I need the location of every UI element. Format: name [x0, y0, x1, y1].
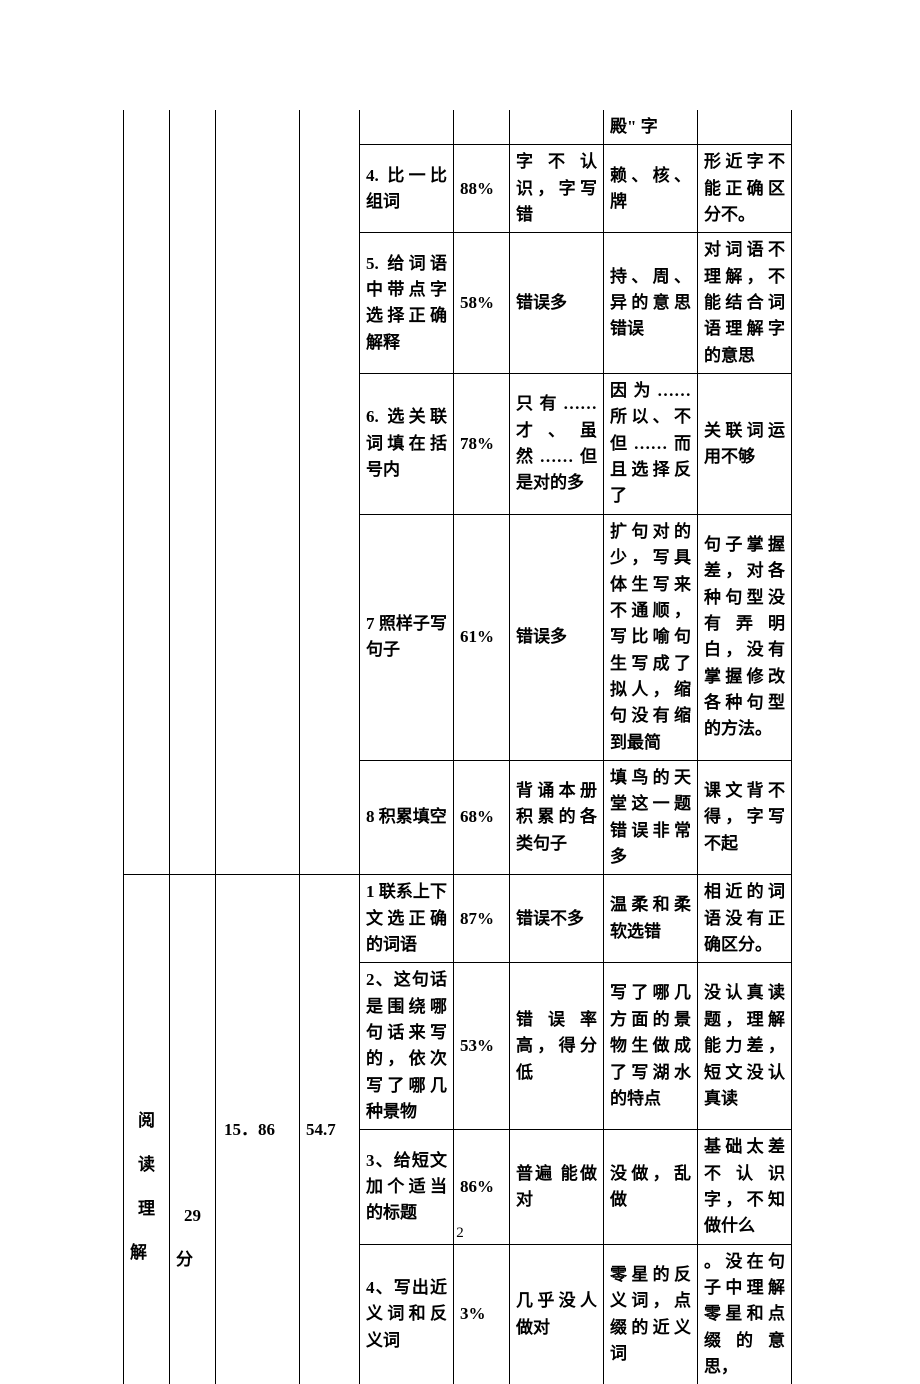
- item-cell: 1 联系上下文选正确的词语: [360, 875, 454, 963]
- table-row: 阅读理解 29分 15．86 54.7 1 联系上下文选正确的词语 87% 错误…: [124, 875, 792, 963]
- error-cell: 填鸟的天堂这一题错误非常多: [604, 760, 698, 874]
- item-cell: 5. 给词语中带点字选择正确解释: [360, 233, 454, 374]
- error-cell: 温柔和柔软选错: [604, 875, 698, 963]
- table-row: 殿" 字: [124, 110, 792, 145]
- item-pct-cell: 87%: [454, 875, 510, 963]
- desc-cell: 背诵本册积累的各类句子: [510, 760, 604, 874]
- reason-cell: 关联词运用不够: [698, 374, 792, 515]
- prev-score-cell: [216, 110, 300, 875]
- reason-cell: 课文背不得，字写不起: [698, 760, 792, 874]
- item-cell: 7 照样子写句子: [360, 514, 454, 760]
- item-pct-cell: 58%: [454, 233, 510, 374]
- error-cell: 零星的反义词，点缀的近义词: [604, 1244, 698, 1384]
- item-cell: 4. 比一比组词: [360, 145, 454, 233]
- desc-cell: 字不认识，字写错: [510, 145, 604, 233]
- analysis-table: 殿" 字 4. 比一比组词 88% 字不认识，字写错 赖、核、牌 形近字不能正确…: [123, 110, 792, 1384]
- reason-cell: 相近的词语没有正确区分。: [698, 875, 792, 963]
- page-number: 2: [0, 1225, 920, 1242]
- section-total-cell: 29分: [170, 875, 216, 1384]
- section-label-cell: 阅读理解: [124, 875, 170, 1384]
- desc-cell: 错误不多: [510, 875, 604, 963]
- error-cell: 因为……所以、不但……而且选择反了: [604, 374, 698, 515]
- desc-cell: 错误多: [510, 514, 604, 760]
- item-pct-cell: 61%: [454, 514, 510, 760]
- reason-cell: 形近字不能正确区分不。: [698, 145, 792, 233]
- reason-cell: 。没在句子中理解零星和点缀的意思，: [698, 1244, 792, 1384]
- item-pct-cell: 78%: [454, 374, 510, 515]
- item-cell: 4、写出近义词和反义词: [360, 1244, 454, 1384]
- desc-cell: 错误率高，得分低: [510, 963, 604, 1130]
- item-pct-cell: 68%: [454, 760, 510, 874]
- section-label: 阅读理解: [130, 1099, 163, 1276]
- reason-cell: 没认真读题，理解能力差，短文没认真读: [698, 963, 792, 1130]
- item-cell: 8 积累填空: [360, 760, 454, 874]
- error-cell: 殿" 字: [604, 110, 698, 145]
- reason-cell: 句子掌握差，对各种句型没有弄明白，没有掌握修改各种句型的方法。: [698, 514, 792, 760]
- item-cell: 6. 选关联词填在括号内: [360, 374, 454, 515]
- desc-cell: 只有……才、虽然……但是对的多: [510, 374, 604, 515]
- prev-section-cell: [124, 110, 170, 875]
- section-pct-cell: 54.7: [300, 875, 360, 1384]
- item-cell: 2、这句话是围绕哪句话来写的，依次写了哪几种景物: [360, 963, 454, 1130]
- item-pct-cell: 3%: [454, 1244, 510, 1384]
- prev-total-cell: [170, 110, 216, 875]
- section-score-cell: 15．86: [216, 875, 300, 1384]
- error-cell: 扩句对的少，写具体生写来不通顺，写比喻句生写成了拟人，缩句没有缩到最简: [604, 514, 698, 760]
- prev-pct-cell: [300, 110, 360, 875]
- item-cell: [360, 110, 454, 145]
- desc-cell: [510, 110, 604, 145]
- item-pct-cell: [454, 110, 510, 145]
- document-page: 殿" 字 4. 比一比组词 88% 字不认识，字写错 赖、核、牌 形近字不能正确…: [0, 0, 920, 1302]
- item-pct-cell: 53%: [454, 963, 510, 1130]
- error-cell: 持、周、异的意思错误: [604, 233, 698, 374]
- reason-cell: 对词语不理解，不能结合词语理解字的意思: [698, 233, 792, 374]
- item-pct-cell: 88%: [454, 145, 510, 233]
- error-cell: 赖、核、牌: [604, 145, 698, 233]
- error-cell: 写了哪几方面的景物生做成了写湖水的特点: [604, 963, 698, 1130]
- reason-cell: [698, 110, 792, 145]
- desc-cell: 错误多: [510, 233, 604, 374]
- desc-cell: 几乎没人做对: [510, 1244, 604, 1384]
